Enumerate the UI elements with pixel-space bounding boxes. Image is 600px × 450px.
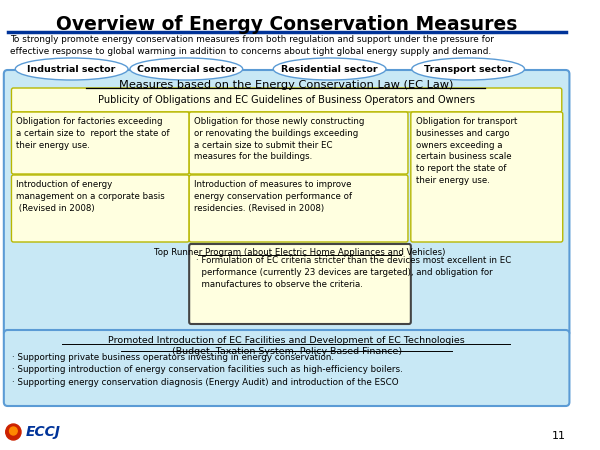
FancyBboxPatch shape (189, 244, 411, 324)
FancyBboxPatch shape (411, 112, 563, 242)
Text: Obligation for factories exceeding
a certain size to  report the state of
their : Obligation for factories exceeding a cer… (16, 117, 170, 149)
Text: Transport sector: Transport sector (424, 64, 512, 73)
Text: · Formulation of EC criteria stricter than the devices most excellent in EC
  pe: · Formulation of EC criteria stricter th… (196, 256, 511, 289)
FancyBboxPatch shape (4, 330, 569, 406)
Text: Measures based on the Energy Conservation Law (EC Law): Measures based on the Energy Conservatio… (119, 80, 454, 90)
FancyBboxPatch shape (11, 175, 189, 242)
Text: To strongly promote energy conservation measures from both regulation and suppor: To strongly promote energy conservation … (10, 35, 494, 56)
Text: Introduction of measures to improve
energy conservation performance of
residenci: Introduction of measures to improve ener… (194, 180, 352, 212)
FancyBboxPatch shape (4, 70, 569, 336)
Text: Residential sector: Residential sector (281, 64, 378, 73)
Text: 11: 11 (551, 431, 566, 441)
Text: Overview of Energy Conservation Measures: Overview of Energy Conservation Measures (56, 15, 517, 34)
Ellipse shape (273, 58, 386, 80)
Text: Industrial sector: Industrial sector (28, 64, 116, 73)
Text: Top Runner Program (about Electric Home Appliances and Vehicles): Top Runner Program (about Electric Home … (154, 248, 446, 257)
FancyBboxPatch shape (11, 88, 562, 112)
Text: Publicity of Obligations and EC Guidelines of Business Operators and Owners: Publicity of Obligations and EC Guidelin… (98, 95, 475, 105)
Text: Obligation for transport
businesses and cargo
owners exceeding a
certain busines: Obligation for transport businesses and … (416, 117, 517, 185)
Circle shape (10, 427, 17, 435)
FancyBboxPatch shape (189, 175, 408, 242)
FancyBboxPatch shape (189, 112, 408, 174)
FancyBboxPatch shape (11, 112, 189, 174)
Ellipse shape (412, 58, 524, 80)
Text: ECCJ: ECCJ (26, 425, 61, 439)
Text: Introduction of energy
management on a corporate basis
 (Revised in 2008): Introduction of energy management on a c… (16, 180, 165, 212)
Text: Promoted Introduction of EC Facilities and Development of EC Technologies
(Budge: Promoted Introduction of EC Facilities a… (108, 336, 465, 356)
Text: Obligation for those newly constructing
or renovating the buildings exceeding
a : Obligation for those newly constructing … (194, 117, 364, 162)
Text: · Supporting private business operators investing in energy conservation.
· Supp: · Supporting private business operators … (13, 353, 403, 387)
Circle shape (6, 424, 21, 440)
Text: Commercial sector: Commercial sector (137, 64, 236, 73)
Ellipse shape (130, 58, 242, 80)
Ellipse shape (15, 58, 128, 80)
